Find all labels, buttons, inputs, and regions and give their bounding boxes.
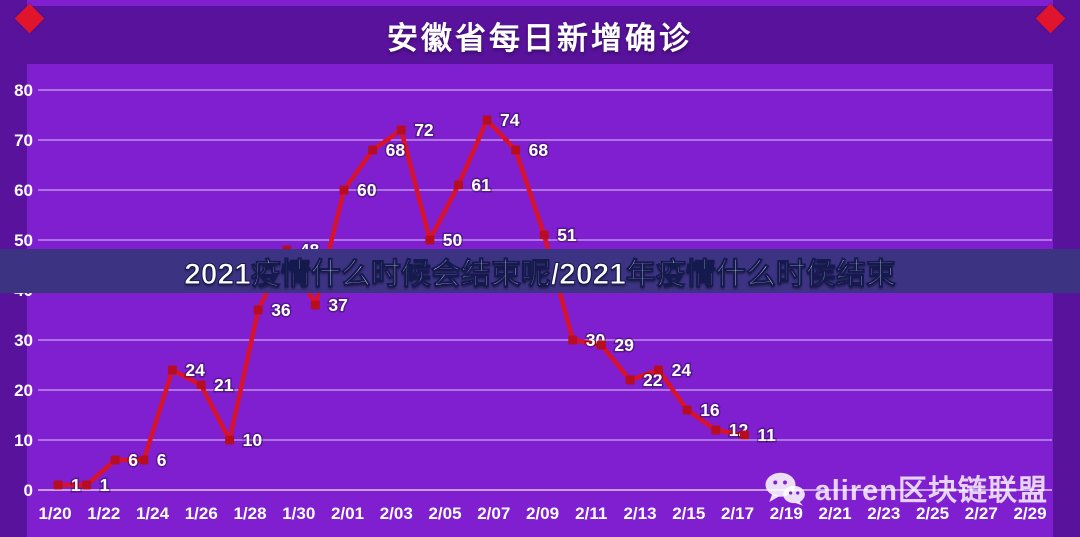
x-axis-label-16: 2/21 (818, 504, 851, 523)
data-label: 24 (672, 360, 692, 380)
data-point-marker (539, 230, 549, 240)
y-axis-label-10: 10 (14, 431, 33, 450)
data-point-marker (53, 480, 63, 490)
x-axis-label-18: 2/25 (916, 504, 949, 523)
data-label: 6 (128, 450, 138, 470)
overlay-caption-text: 2021疫情什么时候会结束呢/2021年疫情什么时侯结束 (184, 258, 897, 292)
x-axis-label-17: 2/23 (867, 504, 900, 523)
x-axis-label-10: 2/09 (526, 504, 559, 523)
x-axis-label-8: 2/05 (428, 504, 461, 523)
x-axis-label-11: 2/11 (575, 504, 607, 523)
data-point-marker (682, 405, 692, 415)
data-label: 50 (443, 230, 463, 250)
x-axis-label-1: 1/22 (87, 504, 120, 523)
data-point-marker (310, 300, 320, 310)
title-band: 安徽省每日新增确诊 (27, 6, 1053, 64)
x-axis-label-6: 2/01 (331, 504, 364, 523)
data-label: 16 (700, 400, 720, 420)
data-point-marker (110, 455, 120, 465)
y-axis-label-70: 70 (14, 131, 33, 150)
chart-title: 安徽省每日新增确诊 (387, 20, 693, 56)
data-label: 21 (214, 375, 234, 395)
data-label: 37 (328, 295, 347, 315)
data-label: 60 (357, 180, 377, 200)
data-point-marker (368, 145, 378, 155)
data-point-marker (568, 335, 578, 345)
y-axis-label-30: 30 (14, 331, 33, 350)
data-label: 24 (185, 360, 205, 380)
data-point-marker (711, 425, 721, 435)
watermark-text: aliren区块链联盟 (814, 475, 1048, 507)
y-axis-label-0: 0 (24, 481, 33, 500)
x-axis-label-5: 1/30 (282, 504, 315, 523)
data-label: 68 (529, 140, 549, 160)
data-point-marker (82, 480, 92, 490)
data-point-marker (511, 145, 521, 155)
x-axis-label-14: 2/17 (721, 504, 754, 523)
y-axis-label-50: 50 (14, 231, 33, 250)
x-axis-label-0: 1/20 (38, 504, 71, 523)
x-axis-label-9: 2/07 (477, 504, 510, 523)
y-axis-label-20: 20 (14, 381, 33, 400)
data-label: 11 (757, 425, 776, 445)
y-axis-label-60: 60 (14, 181, 33, 200)
data-label: 10 (243, 430, 263, 450)
data-point-marker (196, 380, 206, 390)
x-axis-label-4: 1/28 (233, 504, 266, 523)
data-point-marker (253, 305, 263, 315)
x-axis-label-3: 1/26 (185, 504, 218, 523)
data-label: 6 (157, 450, 167, 470)
data-point-marker (654, 365, 664, 375)
y-axis-label-80: 80 (14, 81, 33, 100)
data-point-marker (225, 435, 235, 445)
data-label: 74 (500, 110, 520, 130)
data-point-marker (396, 125, 406, 135)
data-label: 36 (271, 300, 291, 320)
data-point-marker (482, 115, 492, 125)
x-axis-label-15: 2/19 (770, 504, 803, 523)
x-axis-label-20: 2/29 (1013, 504, 1046, 523)
watermark: aliren区块链联盟 (764, 467, 1048, 509)
data-label: 72 (414, 120, 434, 140)
data-label: 61 (471, 175, 491, 195)
data-label: 29 (614, 335, 634, 355)
data-point-marker (453, 180, 463, 190)
data-label: 68 (386, 140, 406, 160)
x-axis-label-12: 2/13 (623, 504, 656, 523)
data-label: 1 (100, 475, 110, 495)
wechat-icon (765, 472, 805, 506)
data-point-marker (625, 375, 635, 385)
x-axis-label-7: 2/03 (380, 504, 413, 523)
overlay-caption: 2021疫情什么时候会结束呢/2021年疫情什么时侯结束 (0, 249, 1080, 293)
series-line (55, 117, 747, 488)
data-point-marker (425, 235, 435, 245)
x-axis-label-13: 2/15 (672, 504, 705, 523)
x-axis-label-2: 1/24 (136, 504, 170, 523)
data-point-marker (596, 340, 606, 350)
data-point-marker (739, 430, 749, 440)
data-point-marker (167, 365, 177, 375)
data-label: 1 (71, 475, 81, 495)
data-point-marker (139, 455, 149, 465)
data-point-marker (339, 185, 349, 195)
x-axis-label-19: 2/27 (965, 504, 998, 523)
data-label: 51 (557, 225, 577, 245)
